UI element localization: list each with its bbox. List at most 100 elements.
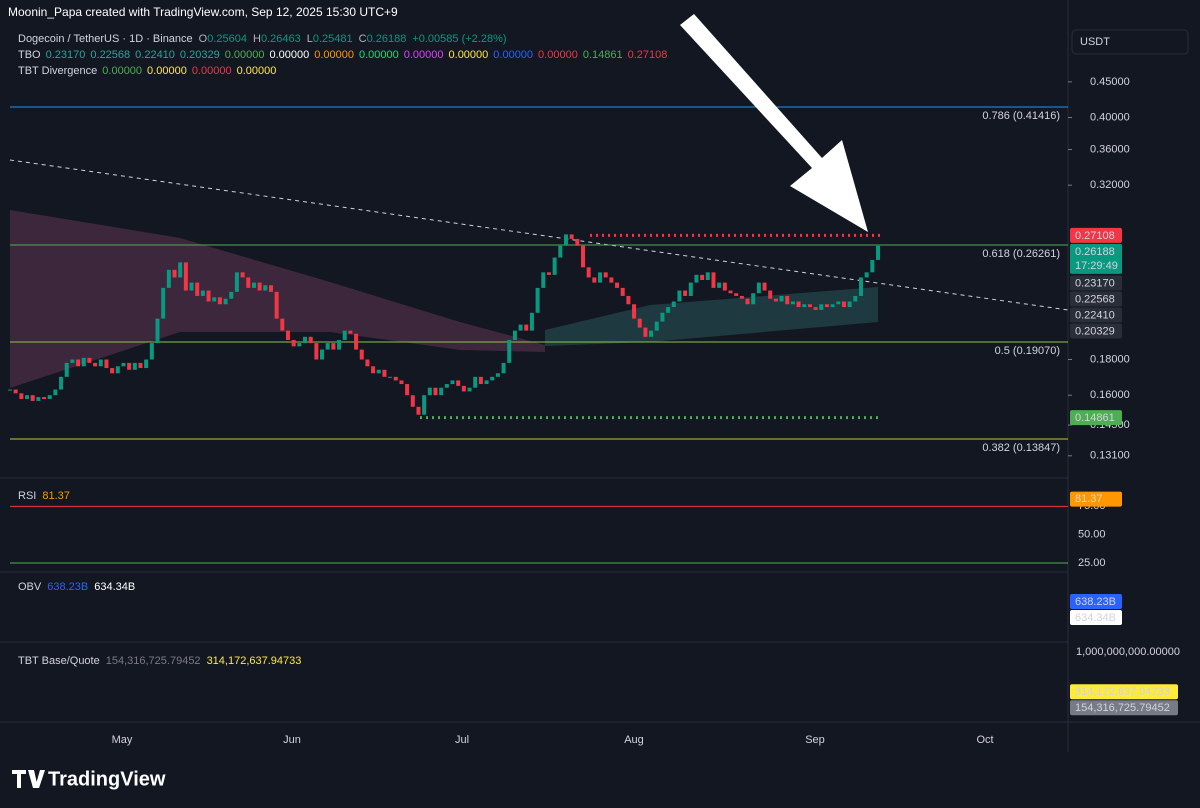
indicator-value: 0.00000 [225, 49, 265, 61]
rsi-title: RSI [18, 490, 36, 502]
rsi-tick-label: 25.00 [1078, 557, 1106, 569]
y-tick-label: 0.18000 [1090, 353, 1130, 365]
indicator-value: 0.00000 [493, 49, 533, 61]
obv-value: 638.23B [47, 581, 88, 593]
candle-body [705, 272, 710, 281]
candle-body [195, 282, 200, 296]
x-tick-label: Oct [976, 734, 993, 746]
indicator-value: 0.22410 [135, 49, 175, 61]
candle-body [512, 330, 517, 340]
indicator-value: 0.00000 [314, 49, 354, 61]
candle-body [331, 343, 336, 350]
price-box [1070, 291, 1122, 307]
candle-body [603, 272, 608, 278]
candle-body [393, 376, 398, 381]
price-box [1070, 307, 1122, 323]
candle-body [422, 395, 427, 415]
obv-title: OBV [18, 581, 42, 593]
symbol: Dogecoin / TetherUS · 1D · Binance [18, 33, 193, 45]
candle-body [155, 318, 160, 344]
candle-body [144, 359, 149, 369]
candle-body [802, 304, 807, 308]
candle-body [59, 376, 64, 390]
price-box-label: 0.22568 [1075, 293, 1115, 305]
candle-body [303, 336, 308, 344]
candle-body [626, 295, 631, 305]
x-tick-label: Aug [624, 734, 644, 746]
candle-body [819, 304, 824, 310]
candle-body [172, 269, 177, 278]
candle-body [478, 376, 483, 385]
candle-body [149, 343, 154, 360]
candle-body [399, 380, 404, 385]
y-tick-label: 0.36000 [1090, 143, 1130, 155]
candle-body [734, 293, 739, 296]
candle-body [98, 359, 103, 367]
currency-button[interactable] [1071, 29, 1189, 55]
candle-body [876, 245, 880, 260]
candle-body [813, 307, 818, 310]
candle-body [76, 359, 81, 367]
volume-box [1070, 684, 1178, 700]
candle-body [376, 369, 381, 374]
candle-body [473, 376, 478, 388]
candle-body [200, 290, 205, 296]
candle-body [830, 304, 835, 308]
candle-body [773, 298, 778, 302]
candle-body [251, 282, 256, 288]
x-tick-label: Jun [283, 734, 301, 746]
candle-body [382, 369, 387, 377]
volume-title: TBT Base/Quote [18, 655, 100, 667]
price-box [1070, 323, 1122, 339]
candle-body [342, 330, 347, 340]
candle-body [790, 301, 795, 305]
fib-label: 0.382 (0.13847) [982, 442, 1060, 454]
volume-tick-label: 1,000,000,000.00000 [1076, 646, 1180, 658]
price-box-label: 0.23170 [1075, 277, 1115, 289]
candle-body [285, 330, 290, 340]
candle-body [178, 262, 183, 278]
candle-body [110, 368, 115, 374]
candle-body [683, 290, 688, 296]
y-tick-label: 0.32000 [1090, 179, 1130, 191]
indicator-value: 0.00000 [237, 65, 277, 77]
volume-value: 154,316,725.79452 [106, 655, 201, 667]
candle-body [388, 376, 393, 378]
candle-body [325, 343, 330, 350]
candle-body [19, 393, 24, 400]
change: +0.00585 (+2.28%) [412, 33, 506, 45]
y-tick-label: 0.16000 [1090, 389, 1130, 401]
y-tick-label: 0.45000 [1090, 76, 1130, 88]
candle-body [807, 304, 812, 308]
obv-box-label: 638.23B [1075, 596, 1116, 608]
candle-body [450, 380, 455, 385]
volume-box-label: 154,316,725.79452 [1075, 702, 1170, 714]
candle-body [93, 362, 98, 367]
candle-body [824, 304, 829, 308]
candle-body [552, 257, 557, 275]
candle-body [853, 295, 858, 302]
y-tick-label: 0.40000 [1090, 111, 1130, 123]
indicator-value: 0.00000 [269, 49, 309, 61]
candle-body [688, 282, 693, 296]
candle-body [127, 362, 132, 370]
rsi-box [1070, 491, 1122, 507]
candle-body [25, 395, 30, 400]
candle-body [598, 272, 603, 283]
ohlc-key: C [359, 33, 367, 45]
candle-body [586, 267, 591, 278]
candle-body [320, 349, 325, 360]
indicator-value: 0.14861 [583, 49, 623, 61]
candle-body [637, 318, 642, 328]
candle-body [666, 307, 671, 313]
candle-body [563, 234, 568, 246]
candle-body [518, 324, 523, 331]
x-tick-label: Sep [805, 734, 825, 746]
candle-body [206, 290, 211, 302]
candle-body [762, 282, 767, 291]
candle-body [558, 245, 563, 258]
indicator-line: TBO 0.23170 0.22568 0.22410 0.20329 0.00000 0.… [18, 49, 667, 61]
indicator-name: TBT Divergence [18, 65, 97, 77]
indicator-name: TBO [18, 49, 41, 61]
